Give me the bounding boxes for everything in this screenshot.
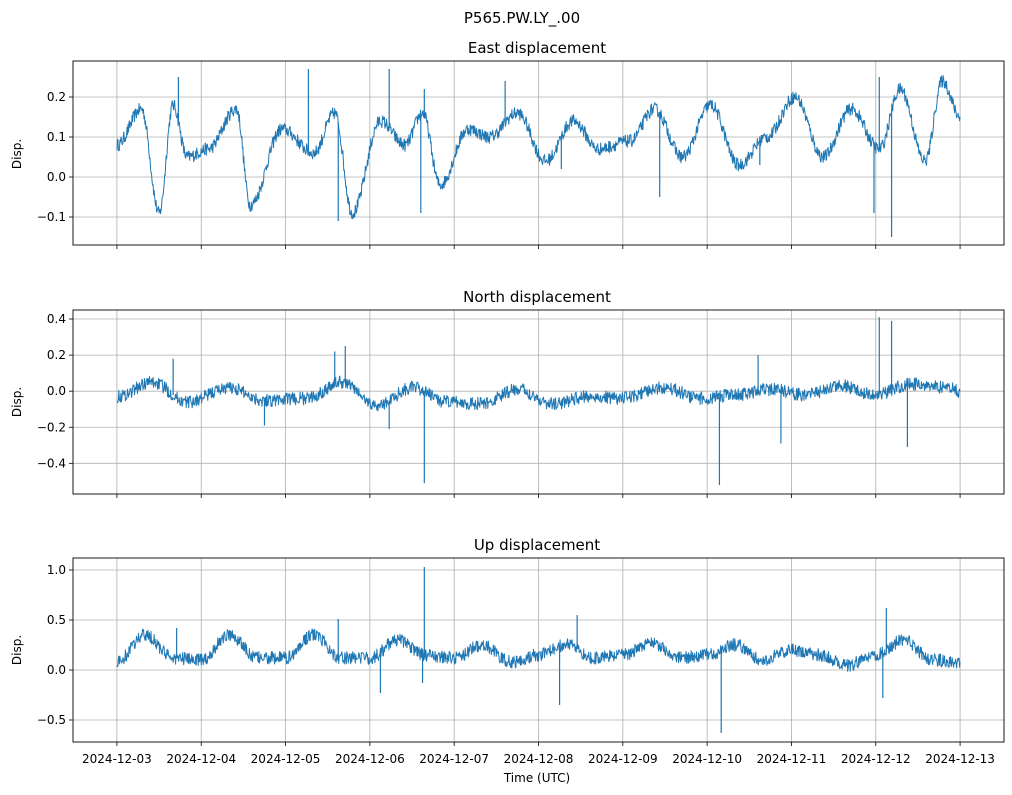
x-tick-label: 2024-12-06 — [335, 752, 405, 766]
y-tick-label: −0.1 — [37, 210, 66, 224]
panel-east: −0.1 0.0 0.1 0.2 — [37, 60, 1005, 249]
y-tick-label: −0.2 — [37, 420, 66, 434]
y-tick-label: 1.0 — [47, 563, 66, 577]
series-line-east — [116, 74, 961, 220]
y-tick-label: 0.1 — [47, 130, 66, 144]
x-tick-label: 2024-12-09 — [588, 752, 658, 766]
y-tick-label: 0.2 — [47, 348, 66, 362]
x-tick-label: 2024-12-03 — [82, 752, 152, 766]
y-tick-label: 0.0 — [47, 384, 66, 398]
x-tick-label: 2024-12-05 — [251, 752, 321, 766]
x-tick-label: 2024-12-10 — [672, 752, 742, 766]
panel-title-north: North displacement — [463, 288, 611, 306]
x-axis-label: Time (UTC) — [503, 771, 570, 785]
x-tick-label: 2024-12-11 — [757, 752, 827, 766]
panel-title-east: East displacement — [468, 39, 606, 57]
y-tick-label: 0.5 — [47, 613, 66, 627]
y-tick-label: 0.2 — [47, 90, 66, 104]
x-tick-label: 2024-12-13 — [925, 752, 995, 766]
y-tick-label: −0.4 — [37, 456, 66, 470]
series-line-north — [116, 375, 961, 412]
x-tick-label: 2024-12-12 — [841, 752, 911, 766]
y-tick-label: 0.0 — [47, 170, 66, 184]
x-tick-label: 2024-12-04 — [166, 752, 236, 766]
panel-ylabel-north: Disp. — [10, 387, 24, 417]
panel-ylabel-east: Disp. — [10, 139, 24, 169]
panel-ylabel-up: Disp. — [10, 635, 24, 665]
axes-frame — [72, 309, 1005, 495]
axes-frame — [72, 557, 1005, 743]
axes-frame — [72, 60, 1005, 246]
panel-up: 2024-12-03 2024-12-04 2024-12-05 2024-12-06… — [37, 557, 1005, 766]
x-tick-label: 2024-12-08 — [504, 752, 574, 766]
y-tick-label: 0.0 — [47, 663, 66, 677]
y-tick-label: 0.4 — [47, 312, 66, 326]
panel-title-up: Up displacement — [474, 536, 600, 554]
x-tick-label: 2024-12-07 — [419, 752, 489, 766]
series-line-up — [116, 628, 961, 672]
figure-suptitle: P565.PW.LY_.00 — [464, 9, 580, 28]
panel-north: −0.4 −0.2 0.0 0.2 0.4 — [37, 309, 1005, 498]
y-tick-label: −0.5 — [37, 713, 66, 727]
